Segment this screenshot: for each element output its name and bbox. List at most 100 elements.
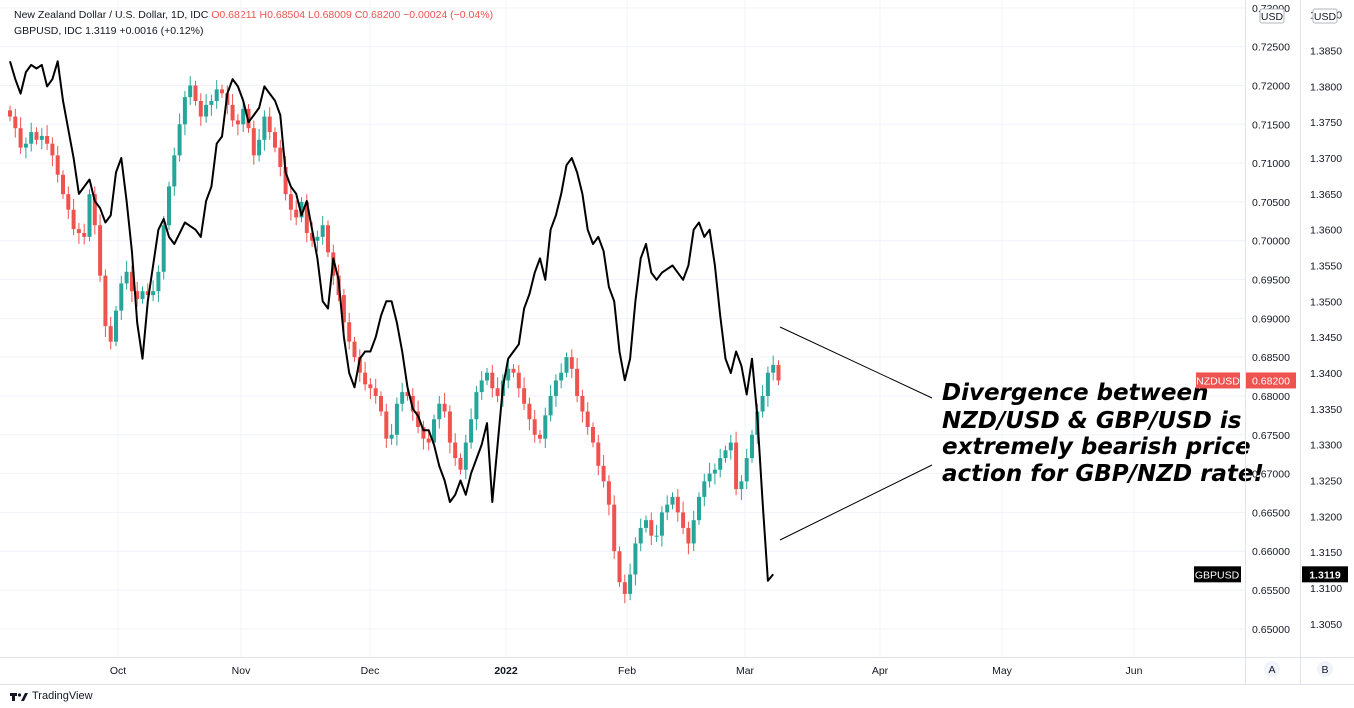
scale-b-label[interactable]: B xyxy=(1321,664,1328,676)
candle-body xyxy=(76,229,81,233)
gbpusd-price-axis: 1.39001.38501.38001.37501.37001.36501.36… xyxy=(1310,10,1342,631)
candle-body xyxy=(379,395,383,412)
candle-body xyxy=(108,326,113,342)
candle-body xyxy=(485,372,489,381)
candle-body xyxy=(575,368,580,396)
candle-body xyxy=(204,104,209,117)
nzdusd-tick-label: 0.72500 xyxy=(1252,42,1290,54)
nzdusd-tick-label: 0.67000 xyxy=(1252,469,1290,481)
candle-body xyxy=(341,295,346,323)
nzdusd-tick-label: 0.66500 xyxy=(1252,507,1290,519)
nzdusd-name-tag xyxy=(1196,372,1240,389)
candle-body xyxy=(538,434,542,439)
candle-body xyxy=(230,104,235,121)
candle-body xyxy=(596,442,601,466)
nzdusd-tick-label: 0.68500 xyxy=(1252,352,1290,364)
candle-body xyxy=(739,481,744,490)
candle-body xyxy=(744,458,749,482)
candle-body xyxy=(612,504,617,552)
legend-low: L0.68009 xyxy=(307,9,352,21)
candle-body xyxy=(140,291,145,299)
nzdusd-tick-label: 0.69000 xyxy=(1252,313,1290,325)
annotation-pointer-lower xyxy=(779,464,933,541)
candle-body xyxy=(320,225,325,237)
left-currency-label[interactable]: USD xyxy=(1261,11,1284,23)
candle-body xyxy=(29,132,34,144)
nzdusd-tick-label: 0.68000 xyxy=(1252,391,1290,403)
candle-body xyxy=(34,132,39,140)
candle-body xyxy=(288,194,293,210)
candle-body xyxy=(198,101,203,117)
candle-body xyxy=(516,372,521,389)
candle-body xyxy=(723,450,728,459)
candle-body xyxy=(522,388,527,404)
candle-body xyxy=(87,194,92,237)
candle-body xyxy=(389,434,394,439)
annotation-line: Divergence between xyxy=(942,380,1208,406)
candle-body xyxy=(553,380,558,396)
right-currency-label[interactable]: USD xyxy=(1314,11,1337,23)
nzdusd-tick-label: 0.72000 xyxy=(1252,81,1290,93)
time-tick-label: Mar xyxy=(736,665,755,677)
time-tick-label: Jun xyxy=(1126,665,1143,677)
nzdusd-tick-label: 0.70500 xyxy=(1252,197,1290,209)
candle-body xyxy=(71,209,76,230)
candle-body xyxy=(135,291,140,299)
nzdusd-tick-label: 0.65000 xyxy=(1252,624,1290,636)
candle-body xyxy=(304,201,309,233)
candle-body xyxy=(681,512,686,528)
candle-body xyxy=(167,186,171,226)
candle-body xyxy=(585,411,590,428)
tradingview-brand: TradingView xyxy=(32,690,93,702)
nzdusd-tick-label: 0.71000 xyxy=(1252,158,1290,170)
gbpusd-tick-label: 1.3500 xyxy=(1310,296,1342,308)
candle-body xyxy=(315,236,320,241)
candle-body xyxy=(384,411,389,439)
candle-body xyxy=(569,357,574,369)
candle-body xyxy=(55,155,60,175)
nzdusd-tick-label: 0.65500 xyxy=(1252,585,1290,597)
nzdusd-tick-label: 0.69500 xyxy=(1252,275,1290,287)
candle-body xyxy=(214,89,219,102)
candle-body xyxy=(262,116,267,140)
candle-body xyxy=(61,174,65,195)
candle-body xyxy=(13,116,18,129)
annotation-line: NZD/USD & GBP/USD is xyxy=(942,408,1241,434)
candle-body xyxy=(728,442,733,451)
candle-body xyxy=(776,364,781,381)
candle-body xyxy=(559,372,564,381)
candle-body xyxy=(182,97,187,125)
gbpusd-tick-label: 1.3350 xyxy=(1310,404,1342,416)
candle-body xyxy=(267,116,272,133)
candle-body xyxy=(628,574,633,594)
time-tick-label: Dec xyxy=(361,665,380,677)
candle-body xyxy=(495,388,500,396)
candle-body xyxy=(145,291,150,296)
candle-body xyxy=(463,442,468,470)
gbpusd-tick-label: 1.3650 xyxy=(1310,189,1342,201)
tradingview-footer: TradingView xyxy=(10,690,93,702)
candle-body xyxy=(421,427,426,439)
candle-body xyxy=(416,411,421,428)
auto-scale-b-button[interactable] xyxy=(1317,661,1333,677)
candle-body xyxy=(235,120,240,125)
candle-body xyxy=(532,419,537,435)
candle-body xyxy=(188,85,193,98)
candle-body xyxy=(294,209,299,218)
candle-body xyxy=(273,132,277,148)
gbpusd-tick-label: 1.3100 xyxy=(1310,583,1342,595)
candle-body xyxy=(638,527,643,544)
candle-body xyxy=(617,551,622,583)
candle-body xyxy=(458,458,463,470)
candle-body xyxy=(633,543,638,575)
gbpusd-last-price-tag xyxy=(1302,566,1348,583)
gbpusd-tick-label: 1.3150 xyxy=(1310,547,1342,559)
scale-a-label[interactable]: A xyxy=(1268,664,1275,676)
nzdusd-tick-label: 0.71500 xyxy=(1252,119,1290,131)
candle-body xyxy=(177,124,182,156)
auto-scale-a-button[interactable] xyxy=(1264,661,1280,677)
legend-open: O0.68211 xyxy=(211,9,257,21)
nzdusd-legend-title: New Zealand Dollar / U.S. Dollar, 1D, ID… xyxy=(14,9,209,21)
